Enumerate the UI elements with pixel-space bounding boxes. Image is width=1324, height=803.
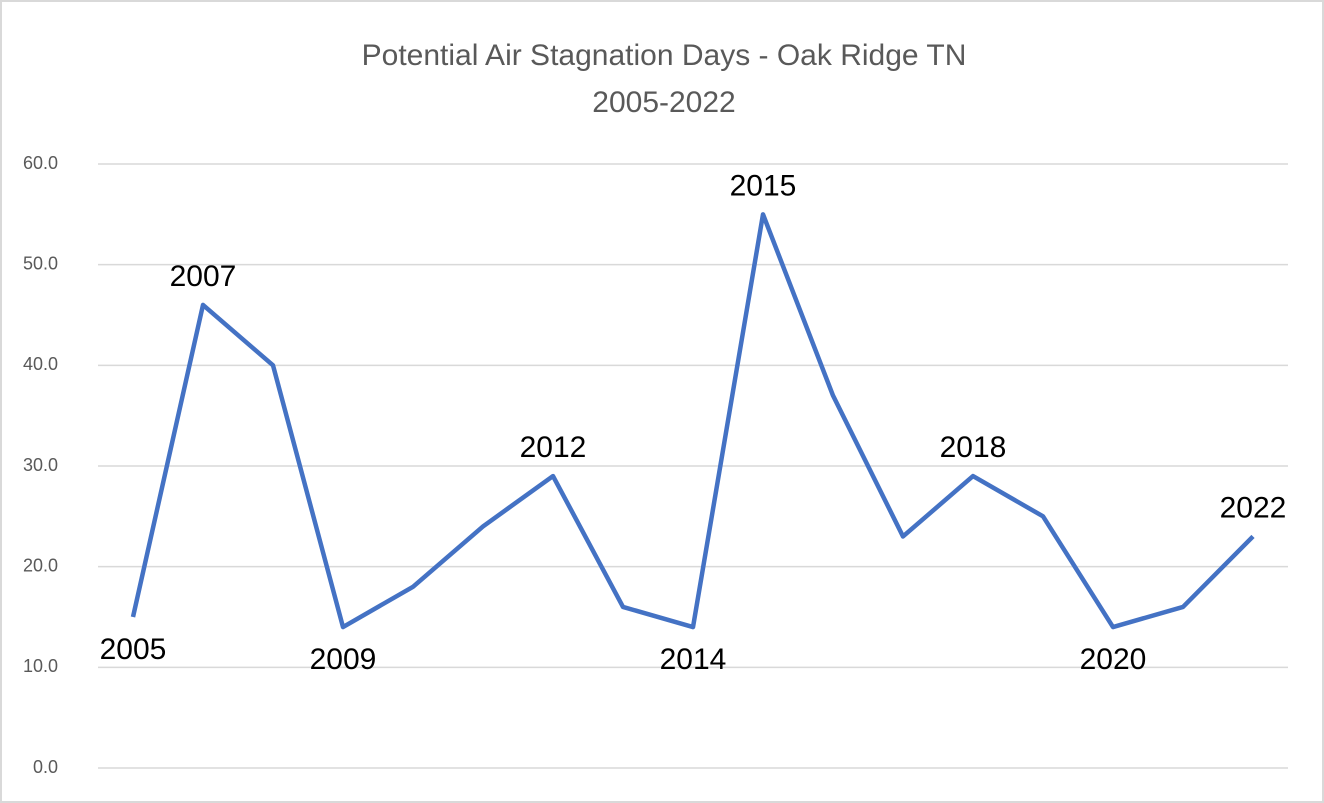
y-tick-label: 40.0 xyxy=(23,354,58,374)
point-label: 2020 xyxy=(1080,643,1147,676)
point-label: 2018 xyxy=(940,431,1007,464)
y-tick-label: 10.0 xyxy=(23,656,58,676)
series-line xyxy=(130,212,1255,630)
y-tick-label: 0.0 xyxy=(33,757,58,777)
point-label: 2005 xyxy=(100,633,167,666)
point-label: 2007 xyxy=(170,260,237,293)
chart-title: Potential Air Stagnation Days - Oak Ridg… xyxy=(362,39,967,72)
y-tick-label: 60.0 xyxy=(23,153,58,173)
point-label: 2022 xyxy=(1220,491,1287,524)
y-tick-label: 30.0 xyxy=(23,455,58,475)
y-tick-label: 50.0 xyxy=(23,253,58,273)
point-label: 2012 xyxy=(520,431,587,464)
chart-subtitle: 2005-2022 xyxy=(592,86,735,119)
point-label: 2014 xyxy=(660,643,727,676)
y-tick-label: 20.0 xyxy=(23,555,58,575)
point-label: 2015 xyxy=(730,169,797,202)
point-label: 2009 xyxy=(310,643,377,676)
